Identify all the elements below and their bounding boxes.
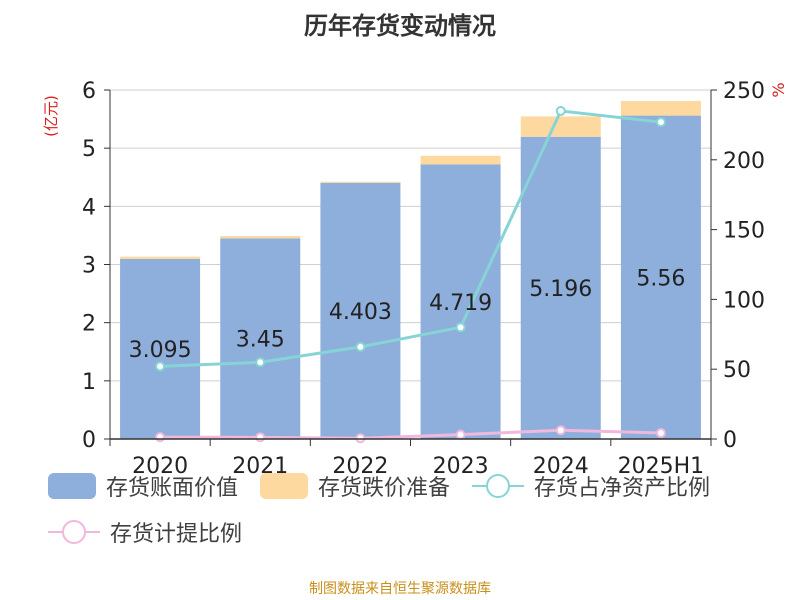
left-tick-label: 2 <box>82 312 96 337</box>
legend-item-provision[interactable]: 存货跌价准备 <box>260 470 450 502</box>
point-provision-ratio <box>255 432 266 443</box>
legend-swatch-ratio-net-assets <box>472 474 525 498</box>
point-provision-ratio <box>655 427 666 438</box>
legend-label-book-value: 存货账面价值 <box>106 476 239 501</box>
bar-value-label: 4.719 <box>429 291 492 316</box>
bar-provision <box>120 256 201 259</box>
point-ratio-net-assets <box>455 322 466 333</box>
legend-swatch-provision-ratio <box>48 520 100 544</box>
x-tick-label: 2024 <box>533 454 589 479</box>
bar-book-value <box>220 238 301 439</box>
point-ratio-net-assets <box>555 105 566 116</box>
point-ratio-net-assets <box>155 361 166 372</box>
legend-item-ratio-net-assets[interactable]: 存货占净资产比例 <box>472 470 710 502</box>
point-provision-ratio <box>555 425 566 436</box>
bar-value-label: 5.196 <box>529 277 592 302</box>
right-tick-label: 250 <box>723 79 765 104</box>
x-tick-label: 2022 <box>332 454 388 479</box>
chart-legend: 存货账面价值 存货跌价准备 存货占净资产比例 存货计提比例 <box>48 470 788 548</box>
x-tick-label: 2025H1 <box>618 454 705 479</box>
right-tick-label: 0 <box>723 428 737 453</box>
data-labels: 3.095 3.45 4.403 4.719 5.196 5.56 <box>129 266 686 363</box>
bar-provision <box>420 155 501 165</box>
left-tick-label: 5 <box>82 137 96 162</box>
left-axis-title: (亿元) <box>42 95 60 137</box>
bar-book-value <box>520 136 601 440</box>
right-axis-title: % <box>769 82 788 97</box>
bar-book-value <box>620 115 701 440</box>
line-provision-ratio <box>160 428 661 440</box>
x-tick-label: 2020 <box>132 454 188 479</box>
bar-book-value <box>420 164 501 439</box>
bar-provision <box>520 116 601 137</box>
bar-book-value <box>120 258 201 439</box>
left-tick-label: 4 <box>82 195 96 220</box>
legend-label-provision-ratio: 存货计提比例 <box>110 522 243 547</box>
bar-value-label: 4.403 <box>329 300 392 325</box>
legend-item-book-value[interactable]: 存货账面价值 <box>48 470 238 502</box>
left-tick-label: 0 <box>82 428 96 453</box>
legend-label-provision: 存货跌价准备 <box>318 476 451 501</box>
bar-provision <box>220 235 301 239</box>
point-ratio-net-assets <box>255 357 266 368</box>
grid-lines <box>110 89 711 440</box>
right-tick-label: 100 <box>723 288 765 313</box>
bar-value-label: 5.56 <box>636 266 685 291</box>
left-tick-label: 3 <box>82 254 96 279</box>
bar-provision <box>620 101 701 116</box>
line-ratio-net-assets <box>160 109 662 368</box>
x-tick-label: 2023 <box>433 454 489 479</box>
chart-title: 历年存货变动情况 <box>304 12 496 40</box>
bars <box>120 101 701 440</box>
bar-book-value <box>320 182 401 440</box>
point-ratio-net-assets <box>355 341 366 352</box>
point-provision-ratio <box>155 432 166 443</box>
left-tick-label: 6 <box>82 79 96 104</box>
point-ratio-net-assets <box>655 117 666 128</box>
source-note: 制图数据来自恒生聚源数据库 <box>309 581 491 597</box>
point-provision-ratio <box>455 429 466 440</box>
right-tick-label: 150 <box>723 219 765 244</box>
left-tick-label: 1 <box>82 370 96 395</box>
legend-item-provision-ratio[interactable]: 存货计提比例 <box>48 516 242 548</box>
right-tick-label: 50 <box>723 358 751 383</box>
right-tick-label: 200 <box>723 149 765 174</box>
bar-provision <box>320 181 401 183</box>
legend-swatch-provision <box>260 473 309 499</box>
legend-swatch-book-value <box>48 473 96 499</box>
bar-value-label: 3.095 <box>129 338 192 363</box>
bar-value-label: 3.45 <box>236 328 285 353</box>
legend-label-ratio-net-assets: 存货占净资产比例 <box>534 476 711 501</box>
